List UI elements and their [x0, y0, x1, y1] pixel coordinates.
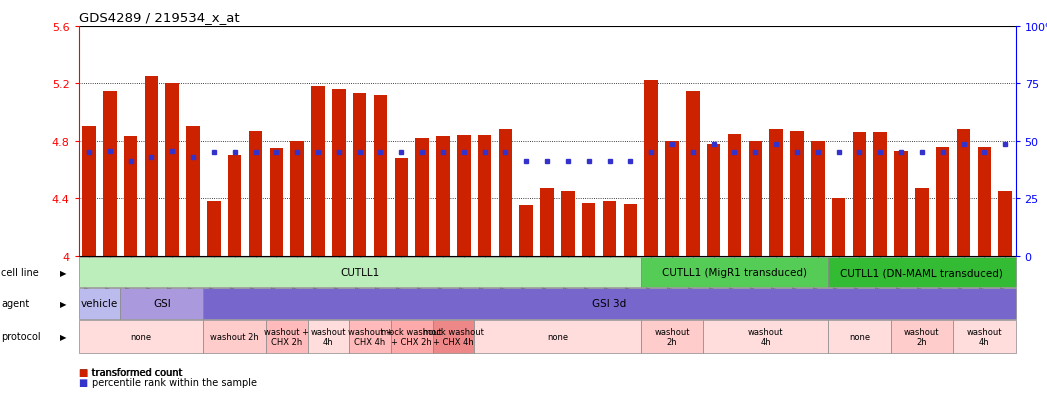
Text: GDS4289 / 219534_x_at: GDS4289 / 219534_x_at: [79, 11, 239, 24]
Bar: [249, 131, 263, 256]
Bar: [894, 152, 908, 256]
Bar: [332, 90, 346, 256]
Bar: [873, 133, 887, 256]
Bar: [707, 144, 720, 256]
Text: none: none: [849, 332, 870, 341]
Text: ■: ■: [79, 367, 88, 377]
Bar: [353, 94, 366, 256]
Bar: [936, 147, 950, 256]
Bar: [124, 137, 137, 256]
Bar: [728, 134, 741, 256]
Bar: [498, 130, 512, 256]
Bar: [374, 95, 387, 256]
Bar: [770, 130, 783, 256]
Bar: [686, 91, 699, 256]
Text: washout
4h: washout 4h: [748, 327, 783, 347]
Bar: [165, 84, 179, 256]
Bar: [456, 136, 470, 256]
Text: washout +
CHX 2h: washout + CHX 2h: [264, 327, 309, 347]
Text: percentile rank within the sample: percentile rank within the sample: [92, 377, 258, 387]
Text: cell line: cell line: [1, 267, 39, 278]
Text: CUTLL1 (DN-MAML transduced): CUTLL1 (DN-MAML transduced): [841, 267, 1003, 278]
Bar: [790, 131, 804, 256]
Text: CUTLL1 (MigR1 transduced): CUTLL1 (MigR1 transduced): [662, 267, 807, 278]
Text: washout
4h: washout 4h: [311, 327, 347, 347]
Bar: [269, 149, 283, 256]
Bar: [644, 81, 658, 256]
Text: vehicle: vehicle: [81, 299, 118, 309]
Text: transformed count: transformed count: [92, 367, 183, 377]
Bar: [186, 127, 200, 256]
Bar: [561, 192, 575, 256]
Bar: [144, 77, 158, 256]
Bar: [665, 141, 678, 256]
Bar: [416, 139, 429, 256]
Bar: [477, 136, 491, 256]
Text: CUTLL1: CUTLL1: [340, 267, 379, 278]
Bar: [311, 87, 325, 256]
Bar: [395, 159, 408, 256]
Text: washout
2h: washout 2h: [654, 327, 690, 347]
Bar: [290, 141, 304, 256]
Text: mock washout
+ CHX 2h: mock washout + CHX 2h: [381, 327, 442, 347]
Text: none: none: [547, 332, 569, 341]
Bar: [540, 189, 554, 256]
Bar: [603, 202, 617, 256]
Bar: [957, 130, 971, 256]
Text: washout 2h: washout 2h: [210, 332, 259, 341]
Bar: [207, 202, 221, 256]
Bar: [437, 137, 450, 256]
Text: washout
4h: washout 4h: [966, 327, 1002, 347]
Text: washout +
CHX 4h: washout + CHX 4h: [348, 327, 393, 347]
Bar: [999, 192, 1012, 256]
Text: none: none: [131, 332, 152, 341]
Text: ▶: ▶: [60, 268, 66, 277]
Bar: [582, 203, 596, 256]
Text: GSI 3d: GSI 3d: [593, 299, 627, 309]
Text: ■: ■: [79, 377, 88, 387]
Bar: [978, 147, 992, 256]
Bar: [103, 91, 116, 256]
Text: ▶: ▶: [60, 332, 66, 341]
Bar: [82, 127, 95, 256]
Bar: [624, 204, 638, 256]
Bar: [749, 141, 762, 256]
Text: ■ transformed count: ■ transformed count: [79, 367, 181, 377]
Text: mock washout
+ CHX 4h: mock washout + CHX 4h: [423, 327, 484, 347]
Bar: [915, 189, 929, 256]
Text: ▶: ▶: [60, 299, 66, 308]
Bar: [519, 206, 533, 256]
Text: GSI: GSI: [153, 299, 171, 309]
Bar: [811, 141, 825, 256]
Bar: [228, 156, 242, 256]
Bar: [831, 199, 845, 256]
Bar: [852, 133, 866, 256]
Text: washout
2h: washout 2h: [905, 327, 939, 347]
Text: agent: agent: [1, 299, 29, 309]
Text: protocol: protocol: [1, 332, 41, 342]
